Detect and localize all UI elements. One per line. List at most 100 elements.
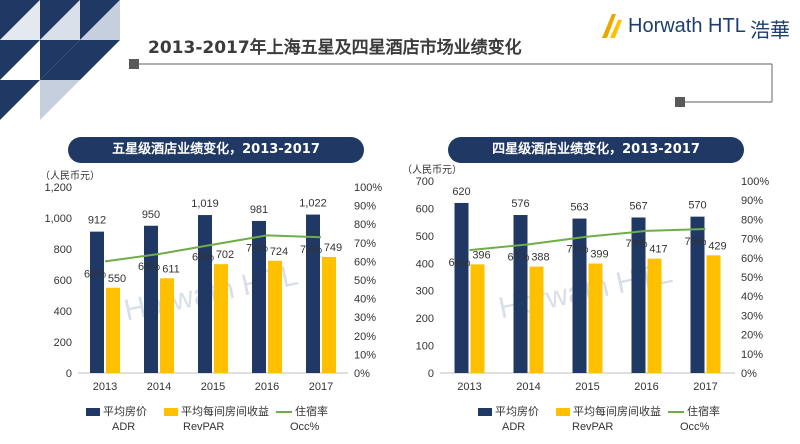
bar-revpar [470,264,485,373]
data-label-occ: 69% [192,252,214,264]
y-axis-label: （人民币元） [402,164,462,176]
legend-swatch [478,408,492,416]
y-tick-label: 400 [416,258,434,270]
logo-text: Horwath HTL [628,15,746,37]
data-label-revpar: 396 [472,249,490,261]
y-tick-label: 400 [54,306,72,318]
bar-adr [306,214,320,373]
data-label-occ: 74% [625,238,647,250]
legend-four-star: 平均房价 平均每间房间收益 住宿率 [478,403,778,419]
data-label-revpar: 399 [590,249,608,261]
data-label-revpar: 702 [216,249,234,261]
x-tick-label: 2017 [309,381,333,393]
bar-adr [690,216,705,373]
x-tick-label: 2015 [575,381,599,393]
bar-revpar [106,287,120,373]
y-tick-label: 600 [54,275,72,287]
legend-label: 平均每间房间收益 [573,405,661,418]
data-label-revpar: 550 [108,273,126,285]
x-tick-label: 2016 [634,381,658,393]
bar-adr [90,231,104,373]
legend-sub-adr: ADR [502,421,526,433]
legend-item-adr: 平均房价 [478,403,539,419]
legend-item-occ: 住宿率 [668,403,720,419]
legend-sub-occ: Occ% [680,421,710,433]
legend-item-occ: 住宿率 [276,403,328,419]
legend-item-revpar: 平均每间房间收益 [164,403,269,419]
data-label-adr: 950 [142,209,160,221]
legend-line [276,411,292,413]
x-tick-label: 2013 [457,381,481,393]
legend-sub-revpar: RevPAR [572,421,614,433]
y2-tick-label: 50% [354,275,376,287]
decorative-triangle-pattern [0,0,120,120]
data-label-revpar: 724 [270,246,288,258]
chart-four-star-title: 四星级酒店业绩变化，2013-2017 [448,137,744,163]
bar-adr [572,218,587,373]
y2-tick-label: 80% [354,219,376,231]
legend-swatch [556,408,570,416]
data-label-revpar: 611 [162,263,180,275]
y-tick-label: 800 [54,244,72,256]
y2-tick-label: 100% [354,182,382,194]
y-tick-label: 100 [416,341,434,353]
legend-swatch [164,408,178,416]
y2-tick-label: 90% [354,201,376,213]
x-tick-label: 2014 [516,381,540,393]
data-label-adr: 620 [452,186,470,198]
y-tick-label: 1,000 [44,213,72,225]
data-label-occ: 67% [507,251,529,263]
bar-adr [144,225,158,373]
x-tick-label: 2015 [201,381,225,393]
legend-item-adr: 平均房价 [86,403,147,419]
data-label-revpar: 749 [324,242,342,254]
data-label-occ: 71% [566,244,588,256]
x-tick-label: 2014 [147,381,171,393]
y2-tick-label: 10% [354,349,376,361]
legend-sub-revpar: RevPAR [183,421,225,433]
y2-tick-label: 20% [741,330,763,342]
header-rule [129,59,773,107]
logo-mark-icon [602,14,622,38]
legend-swatch [86,408,100,416]
y-tick-label: 200 [416,313,434,325]
bar-revpar [322,256,336,373]
bar-revpar [588,263,603,373]
x-tick-label: 2017 [693,381,717,393]
chart-four-star: Horwath HTL（人民币元）01002003004005006007000… [402,164,769,393]
bar-adr [198,215,212,373]
data-label-revpar: 388 [531,252,549,264]
data-label-adr: 567 [629,200,647,212]
chart-five-star: Horwath HTL（人民币元）02004006008001,0001,200… [40,170,382,393]
bar-revpar [268,260,282,373]
y-tick-label: 300 [416,286,434,298]
legend-label: 住宿率 [687,405,720,418]
data-label-occ: 74% [246,242,268,254]
data-label-adr: 912 [88,215,106,227]
legend-five-star: 平均房价 平均每间房间收益 住宿率 [86,403,386,419]
bar-revpar [529,266,544,373]
y2-tick-label: 80% [741,214,763,226]
bar-adr [252,220,266,373]
data-label-adr: 1,022 [299,198,327,210]
bar-adr [454,202,469,373]
y2-tick-label: 50% [741,272,763,284]
y2-tick-label: 70% [354,238,376,250]
x-tick-label: 2016 [255,381,279,393]
x-tick-label: 2013 [93,381,117,393]
y-tick-label: 600 [416,203,434,215]
legend-label: 平均房价 [495,405,539,418]
data-label-revpar: 417 [649,244,667,256]
data-label-occ: 64% [448,257,470,269]
data-label-occ: 64% [138,261,160,273]
y2-tick-label: 40% [354,294,376,306]
legend-label: 平均房价 [103,405,147,418]
y2-tick-label: 100% [741,176,769,188]
logo-chinese: 浩華 [750,18,790,42]
bar-revpar [706,255,721,373]
y-tick-label: 500 [416,231,434,243]
y2-tick-label: 20% [354,331,376,343]
page-title: 2013-2017年上海五星及四星酒店市场业绩变化 [148,38,522,58]
data-label-adr: 570 [688,200,706,212]
legend-sub-occ: Occ% [290,421,320,433]
